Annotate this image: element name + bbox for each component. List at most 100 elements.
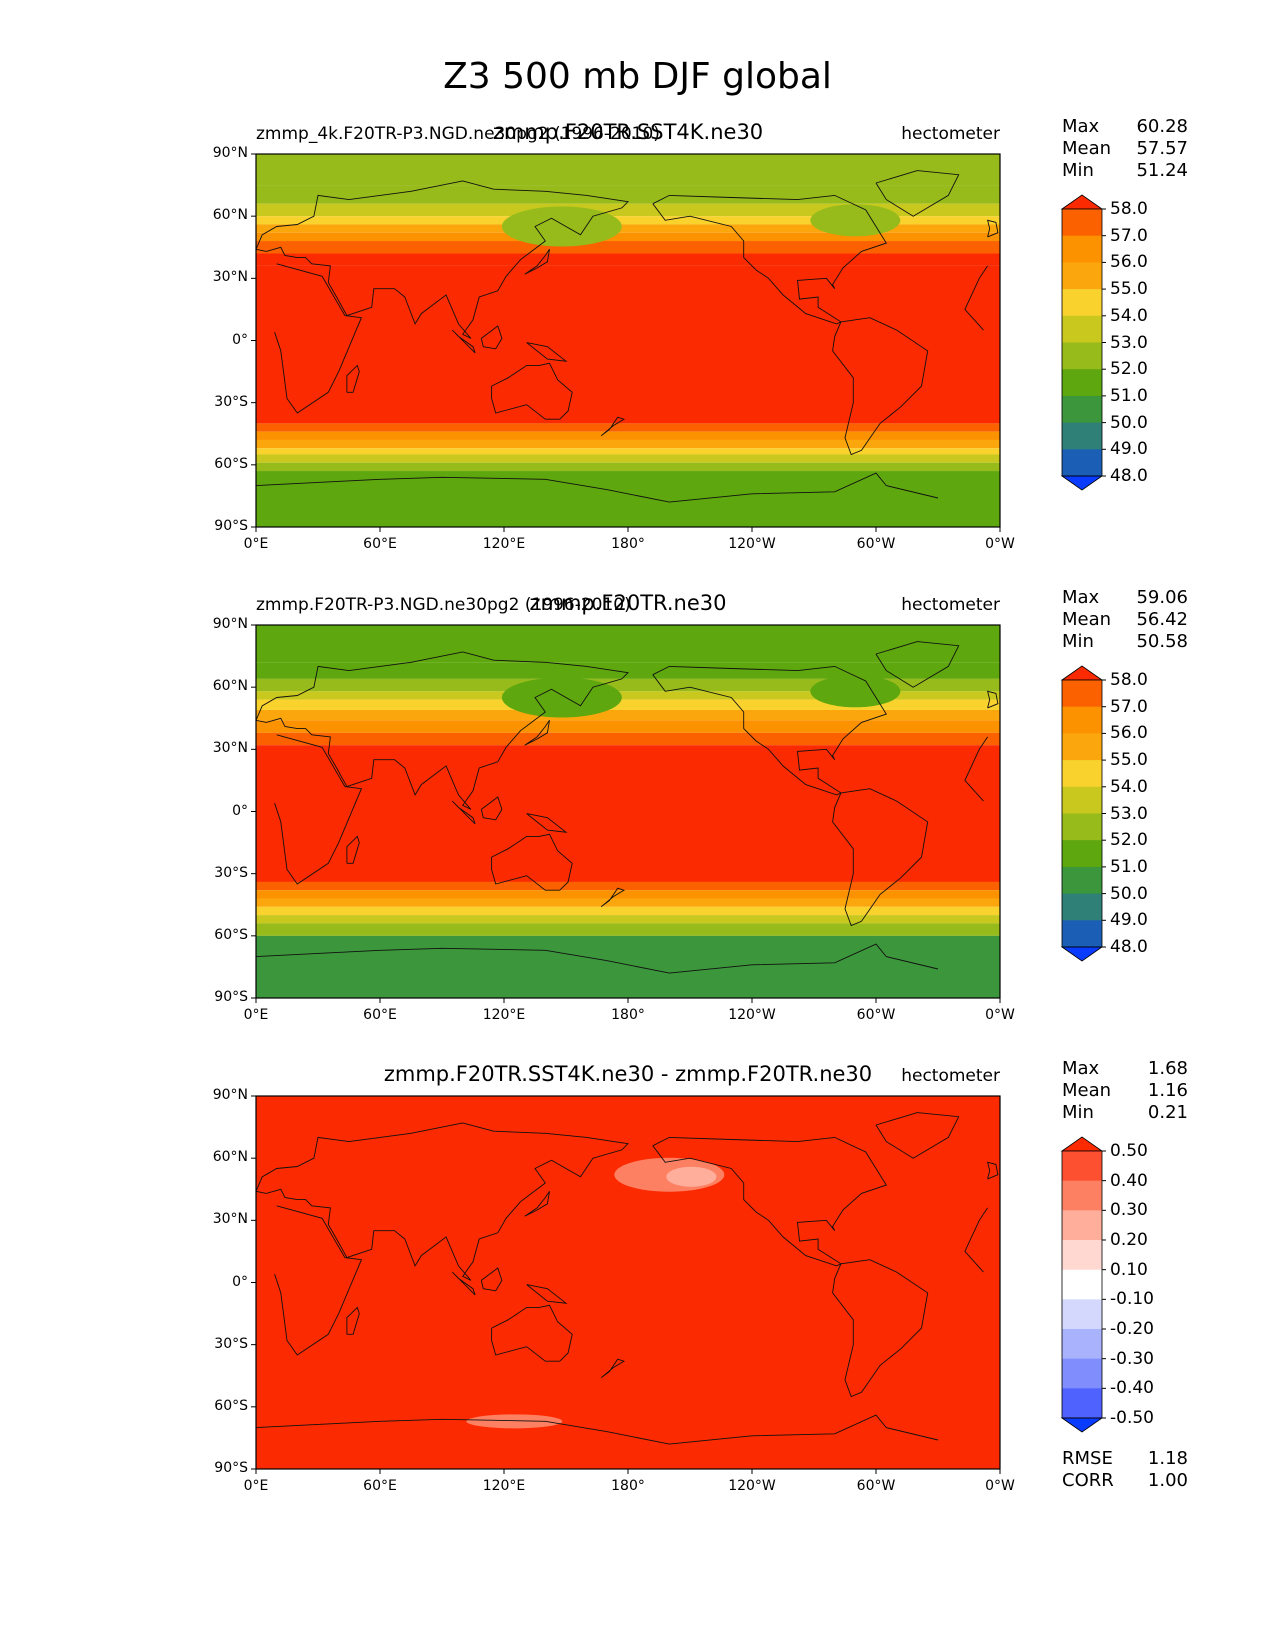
footer-stat-label: RMSE — [1062, 1448, 1113, 1469]
colorbar-segment — [1062, 786, 1102, 814]
lon-tick-label: 0°W — [985, 1007, 1015, 1023]
colorbar-level-label: 55.0 — [1110, 279, 1148, 300]
lon-tick-label: 60°E — [363, 1007, 397, 1023]
contour-band — [256, 454, 1000, 463]
stat-value: 0.21 — [1147, 1102, 1188, 1123]
coastline — [256, 180, 629, 339]
colorbar-segment — [1062, 315, 1102, 343]
colorbar-level-label: 0.20 — [1110, 1230, 1148, 1250]
lat-tick-label: 0° — [232, 331, 248, 348]
anomaly-blob — [466, 1414, 563, 1429]
contour-band — [256, 253, 1000, 266]
coastline — [986, 219, 999, 238]
stat-label: Mean — [1062, 609, 1112, 630]
lat-tick-label: 0° — [232, 802, 248, 819]
colorbar-segment — [1062, 369, 1102, 397]
coastline — [491, 362, 573, 420]
footer-stat-label: CORR — [1062, 1470, 1114, 1491]
coastline — [832, 317, 929, 456]
lon-tick-label: 0°E — [243, 1478, 269, 1494]
lon-tick-label: 0°W — [985, 1478, 1015, 1494]
contour-band — [256, 232, 1000, 242]
colorbar-segment — [1062, 449, 1102, 477]
stat-value: 59.06 — [1136, 587, 1188, 608]
colorbar-segment — [1062, 289, 1102, 317]
coastline — [526, 1284, 568, 1304]
lat-tick-label: 0° — [232, 1273, 248, 1290]
lon-tick-label: 0°W — [985, 536, 1015, 552]
lat-tick-label: 30°N — [212, 1211, 248, 1228]
stat-value: 60.28 — [1136, 116, 1188, 137]
stat-value: 56.42 — [1136, 609, 1188, 630]
colorbar-level-label: -0.40 — [1110, 1378, 1154, 1399]
stat-label: Min — [1062, 1102, 1094, 1123]
colorbar-level-label: 0.10 — [1110, 1259, 1148, 1280]
contour-band — [256, 662, 1000, 679]
colorbar-level-label: -0.10 — [1110, 1289, 1154, 1310]
stat-value: 1.16 — [1147, 1080, 1188, 1101]
coastline — [256, 651, 629, 810]
coastline — [451, 1271, 476, 1296]
colorbar-level-label: 51.0 — [1110, 385, 1148, 406]
contour-band — [256, 906, 1000, 916]
contour-band — [256, 203, 1000, 217]
figure-title: Z3 500 mb DJF global — [443, 56, 832, 97]
lat-tick-label: 30°S — [214, 393, 248, 410]
colorbar-segment — [1062, 209, 1102, 237]
contour-band — [256, 431, 1000, 440]
contour-band — [256, 439, 1000, 449]
contour-band — [256, 915, 1000, 924]
lon-tick-label: 0°E — [243, 536, 269, 552]
coastlines — [256, 170, 999, 503]
coastline — [256, 1414, 939, 1445]
colorbar-level-label: 48.0 — [1110, 937, 1148, 957]
lat-tick-label: 60°N — [212, 207, 248, 224]
colorbar-level-label: 55.0 — [1110, 750, 1148, 771]
coastline — [600, 1358, 625, 1379]
coastline — [346, 364, 360, 393]
lat-tick-label: 60°S — [214, 455, 248, 472]
lat-tick-label: 90°N — [212, 1087, 248, 1103]
lon-tick-label: 120°E — [482, 1478, 526, 1494]
stat-label: Max — [1062, 1058, 1100, 1079]
lat-tick-label: 60°S — [214, 926, 248, 943]
coastlines — [256, 641, 999, 974]
contour-band — [256, 216, 1000, 225]
contour-band — [256, 241, 1000, 254]
stat-value: 57.57 — [1136, 138, 1188, 159]
contour-field — [256, 1096, 1000, 1469]
coastline — [346, 835, 360, 864]
coastline — [274, 1205, 988, 1356]
contour-band — [256, 185, 1000, 204]
lon-tick-label: 60°W — [856, 1007, 896, 1023]
coastline — [274, 734, 988, 885]
stat-value: 1.68 — [1147, 1058, 1188, 1079]
coastline — [480, 325, 503, 350]
lat-tick-label: 90°S — [214, 1460, 248, 1476]
colorbar-segment — [1062, 1240, 1102, 1271]
lat-tick-label: 60°N — [212, 678, 248, 695]
colorbar-segment — [1062, 680, 1102, 708]
lat-tick-label: 30°N — [212, 269, 248, 286]
coastline — [600, 416, 625, 437]
colorbar-level-label: 51.0 — [1110, 856, 1148, 877]
colorbar-segment — [1062, 262, 1102, 290]
colorbar-level-label: 52.0 — [1110, 830, 1148, 851]
colorbar-extend-min — [1060, 946, 1104, 962]
coastline — [274, 263, 988, 414]
colorbar-level-label: 53.0 — [1110, 332, 1148, 353]
lon-tick-label: 180° — [611, 1007, 645, 1023]
panel-left-title: zmmp_4k.F20TR-P3.NGD.ne30pg2 (1996-2010) — [256, 124, 660, 144]
contour-band — [256, 224, 1000, 233]
stat-label: Min — [1062, 160, 1094, 181]
panel-center-title: zmmp.F20TR.SST4K.ne30 - zmmp.F20TR.ne30 — [383, 1062, 873, 1086]
stat-value: 51.24 — [1136, 160, 1188, 181]
lon-tick-label: 0°E — [243, 1007, 269, 1023]
colorbar-segment — [1062, 1299, 1102, 1330]
stat-label: Mean — [1062, 1080, 1112, 1101]
contour-band — [256, 265, 1000, 424]
lon-tick-label: 120°W — [728, 1007, 776, 1023]
colorbar-level-label: 49.0 — [1110, 439, 1148, 460]
colorbar-level-label: 50.0 — [1110, 412, 1148, 433]
